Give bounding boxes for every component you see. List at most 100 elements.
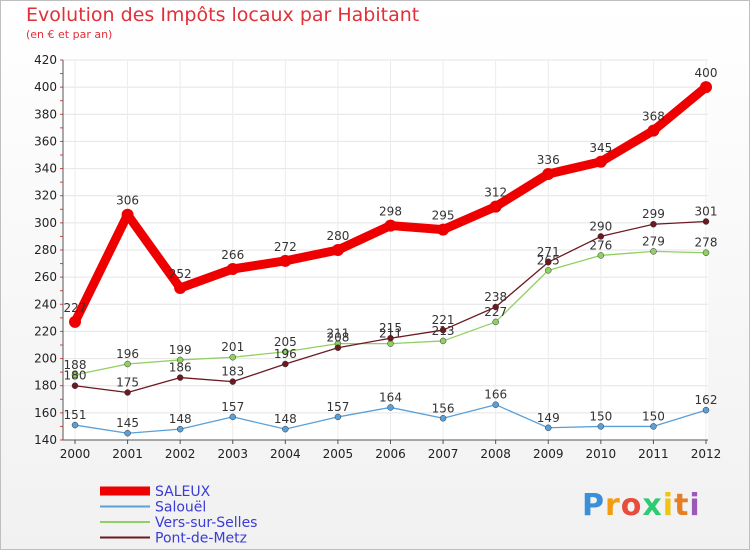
x-tick-label: 2011: [638, 447, 669, 461]
y-tick-label: 220: [34, 324, 57, 338]
data-label: 183: [221, 365, 244, 379]
data-point: [650, 248, 657, 255]
data-point: [545, 424, 552, 432]
proxiti-logo: Proxiti: [582, 488, 701, 523]
data-point: [387, 334, 394, 342]
logo-letter: i: [662, 488, 675, 523]
data-point: [71, 371, 79, 379]
data-label: 290: [589, 219, 612, 233]
data-point: [702, 218, 710, 225]
data-label: 157: [221, 400, 244, 414]
logo-letter: o: [620, 488, 643, 523]
data-label: 205: [274, 335, 297, 349]
data-point: [124, 429, 131, 437]
data-label: 278: [695, 236, 718, 250]
legend-label: Vers-sur-Selles: [155, 515, 257, 531]
data-point: [437, 223, 450, 236]
data-point: [71, 382, 79, 389]
data-label: 145: [116, 416, 139, 430]
data-point: [439, 326, 447, 334]
y-tick-label: 280: [34, 243, 57, 257]
data-label: 156: [432, 401, 455, 415]
data-label: 175: [116, 376, 139, 390]
y-tick-label: 420: [34, 53, 57, 67]
data-point: [700, 81, 712, 94]
y-tick-label: 140: [34, 433, 57, 447]
data-label: 157: [326, 400, 349, 414]
y-tick-label: 240: [34, 297, 57, 311]
legend-label: Pont-de-Metz: [155, 531, 247, 547]
data-point: [229, 378, 236, 385]
data-point: [650, 220, 657, 228]
data-point: [229, 353, 236, 361]
data-point: [492, 318, 499, 326]
data-point: [334, 413, 342, 421]
data-label: 227: [64, 301, 87, 315]
data-point: [594, 155, 607, 168]
data-label: 186: [169, 361, 192, 375]
data-label: 166: [484, 388, 507, 402]
y-tick-label: 320: [34, 189, 57, 203]
data-point: [282, 348, 289, 356]
data-label: 196: [116, 347, 139, 361]
y-tick-label: 360: [34, 134, 57, 148]
data-point: [176, 425, 184, 433]
x-tick-label: 2012: [691, 447, 722, 461]
data-point: [176, 374, 184, 381]
x-tick-label: 2005: [323, 447, 354, 461]
data-point: [69, 315, 81, 328]
data-point: [124, 360, 131, 368]
data-label: 266: [221, 248, 244, 262]
data-label: 196: [274, 347, 297, 361]
data-label: 298: [379, 205, 402, 219]
data-label: 149: [537, 411, 560, 425]
data-label: 150: [589, 409, 612, 423]
data-label: 211: [326, 327, 349, 341]
data-label: 336: [537, 153, 560, 167]
data-point: [71, 421, 79, 429]
data-label: 150: [642, 409, 665, 423]
data-point: [597, 233, 605, 240]
y-tick-label: 160: [34, 406, 57, 420]
data-label: 272: [274, 240, 297, 254]
logo-letter: P: [582, 488, 605, 523]
data-label: 188: [64, 358, 87, 372]
data-label: 271: [537, 245, 560, 259]
data-label: 208: [326, 331, 349, 345]
data-point: [384, 219, 397, 232]
data-label: 164: [379, 390, 402, 404]
chart-subtitle: (en € et par an): [26, 28, 113, 41]
data-label: 280: [326, 229, 349, 243]
data-point: [492, 401, 499, 408]
data-point: [702, 406, 710, 414]
data-label: 148: [169, 412, 192, 426]
data-point: [702, 249, 710, 256]
data-label: 201: [221, 340, 244, 354]
data-point: [647, 124, 660, 137]
logo-letter: i: [689, 488, 701, 523]
y-tick-label: 200: [34, 352, 57, 366]
data-label: 151: [64, 408, 87, 422]
data-label: 299: [642, 207, 665, 221]
data-point: [226, 263, 239, 275]
data-label: 215: [379, 321, 402, 335]
data-label: 162: [695, 393, 718, 407]
data-point: [597, 423, 605, 430]
data-point: [489, 200, 502, 213]
logo-letter: t: [674, 488, 690, 523]
data-label: 148: [274, 412, 297, 426]
y-tick-label: 260: [34, 270, 57, 284]
data-point: [229, 413, 236, 421]
data-label: 312: [484, 186, 507, 200]
data-label: 276: [589, 238, 612, 252]
data-point: [650, 423, 657, 430]
data-point: [492, 303, 499, 311]
data-label: 295: [432, 209, 455, 223]
data-point: [542, 168, 555, 180]
data-point: [439, 337, 447, 345]
x-tick-label: 2009: [533, 447, 564, 461]
legend-label: SALEUX: [155, 484, 211, 500]
data-label: 279: [642, 234, 665, 248]
data-point: [387, 340, 394, 347]
data-label: 180: [64, 369, 87, 383]
